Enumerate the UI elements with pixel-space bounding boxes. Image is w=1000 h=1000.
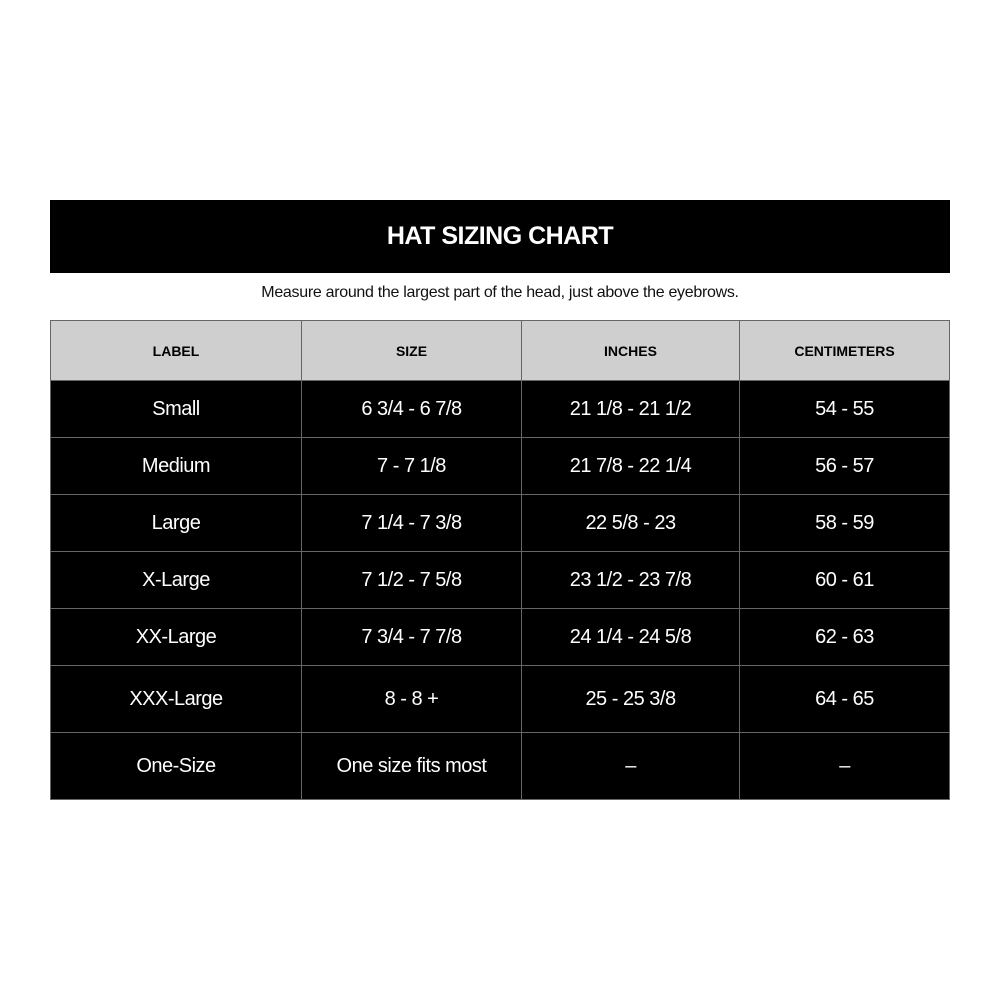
cell-label: XX-Large	[50, 608, 302, 666]
cell-centimeters: 60 - 61	[739, 551, 950, 609]
cell-inches: –	[521, 732, 740, 800]
cell-inches: 23 1/2 - 23 7/8	[521, 551, 740, 609]
column-header-centimeters: CENTIMETERS	[739, 320, 950, 381]
table-row: XXX-Large 8 - 8 +25 - 25 3/8 64 - 65	[50, 665, 950, 733]
cell-label: One-Size	[50, 732, 302, 800]
cell-label: Medium	[50, 437, 302, 495]
chart-title-text: HAT SIZING CHART	[386, 222, 614, 250]
cell-centimeters: 58 - 59	[739, 494, 950, 552]
table-row: One-Size One size fits most – –	[50, 732, 950, 800]
cell-size: 7 1/2 - 7 5/8	[301, 551, 522, 609]
cell-centimeters: 62 - 63	[739, 608, 950, 666]
measure-instructions: Measure around the largest part of the h…	[261, 284, 739, 301]
column-header-size: SIZE	[301, 320, 522, 381]
column-header-label: LABEL	[50, 320, 302, 381]
table-row: X-Large 7 1/2 - 7 5/8 23 1/2 - 23 7/8 60 - …	[50, 551, 950, 609]
cell-size: One size fits most	[301, 732, 522, 800]
cell-label: Large	[50, 494, 302, 552]
cell-inches: 24 1/4 - 24 5/8	[521, 608, 740, 666]
cell-size: 6 3/4 - 6 7/8	[301, 380, 522, 438]
chart-title: HAT SIZING CHART	[50, 200, 950, 273]
cell-label: X-Large	[50, 551, 302, 609]
cell-centimeters: 56 - 57	[739, 437, 950, 495]
table-row: Small 6 3/4 - 6 7/8 21 1/8 - 21 1/2 54 - 55	[50, 380, 950, 438]
column-header-inches: INCHES	[521, 320, 740, 381]
table-row: XX-Large 7 3/4 - 7 7/8 24 1/4 - 24 5/8 62 -…	[50, 608, 950, 666]
cell-centimeters: 64 - 65	[739, 665, 950, 733]
cell-size: 8 - 8 +	[301, 665, 522, 733]
cell-inches: 21 1/8 - 21 1/2	[521, 380, 740, 438]
header-row: LABEL SIZE INCHES CENTIMETERS	[50, 320, 950, 381]
cell-inches: 21 7/8 - 22 1/4	[521, 437, 740, 495]
cell-centimeters: 54 - 55	[739, 380, 950, 438]
size-table: LABEL SIZE INCHES CENTIMETERS Small 6 3/4…	[50, 320, 950, 800]
cell-label: Small	[50, 380, 302, 438]
cell-centimeters: –	[739, 732, 950, 800]
table-row: Large 7 1/4 - 7 3/8 22 5/8 - 23 58 - 59	[50, 494, 950, 552]
cell-size: 7 1/4 - 7 3/8	[301, 494, 522, 552]
cell-inches: 22 5/8 - 23	[521, 494, 740, 552]
cell-label: XXX-Large	[50, 665, 302, 733]
cell-size: 7 3/4 - 7 7/8	[301, 608, 522, 666]
table-row: Medium 7 - 7 1/8 21 7/8 - 22 1/4 56 - 57	[50, 437, 950, 495]
cell-size: 7 - 7 1/8	[301, 437, 522, 495]
cell-inches: 25 - 25 3/8	[521, 665, 740, 733]
